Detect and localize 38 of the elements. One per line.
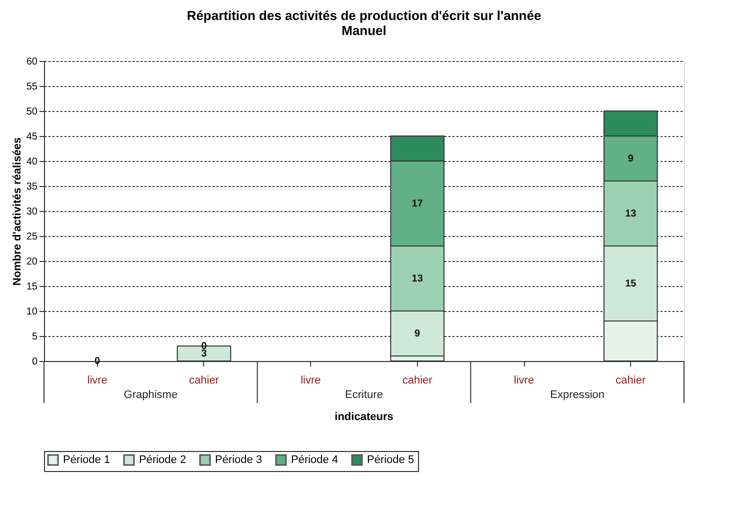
y-tick-label: 30	[26, 206, 38, 218]
y-tick-label: 0	[32, 356, 38, 368]
data-label: 3	[201, 348, 208, 360]
x-tick-label: livre	[87, 374, 108, 386]
data-label: 9	[628, 154, 634, 164]
y-tick-label: 25	[26, 232, 38, 242]
y-tick-label: 35	[26, 182, 38, 192]
x-tick-label: cahier	[616, 374, 646, 386]
x-tick-label: livre	[300, 374, 321, 386]
data-label: 17	[412, 198, 424, 210]
text: Expression	[550, 389, 605, 401]
y-tick-label: 45	[26, 132, 38, 142]
data-label: 9	[414, 328, 421, 340]
y-tick-label: 60	[26, 56, 38, 68]
y-tick-label: 5	[32, 332, 38, 342]
text: Répartition des activités de production d'écrit sur l'année	[186, 8, 542, 23]
y-tick-label: 10	[26, 306, 38, 318]
legend-label: Période 4	[291, 454, 338, 466]
y-tick-label: 15	[26, 282, 38, 292]
data-label: 13	[412, 274, 424, 284]
text: Ecriture	[345, 389, 383, 401]
x-tick-label: livre	[514, 374, 534, 386]
x-tick-label: cahier	[402, 374, 433, 386]
legend-label: Période 1	[63, 454, 110, 466]
x-axis-title: indicateurs	[334, 411, 394, 423]
legend-label: Période 3	[215, 454, 262, 466]
text: Manuel	[342, 23, 386, 38]
legend-label: Période 5	[367, 454, 414, 466]
data-label: 15	[625, 278, 637, 290]
data-label: 13	[625, 208, 637, 220]
legend-label: Période 2	[139, 454, 186, 466]
y-axis-title: Nombre d'activités réalisées	[11, 137, 24, 286]
y-tick-label: 55	[26, 82, 38, 92]
y-tick-label: 20	[26, 256, 38, 268]
x-tick-label: cahier	[189, 374, 220, 386]
y-tick-label: 40	[26, 156, 38, 168]
text: Graphisme	[124, 389, 178, 401]
y-tick-label: 50	[26, 106, 38, 118]
